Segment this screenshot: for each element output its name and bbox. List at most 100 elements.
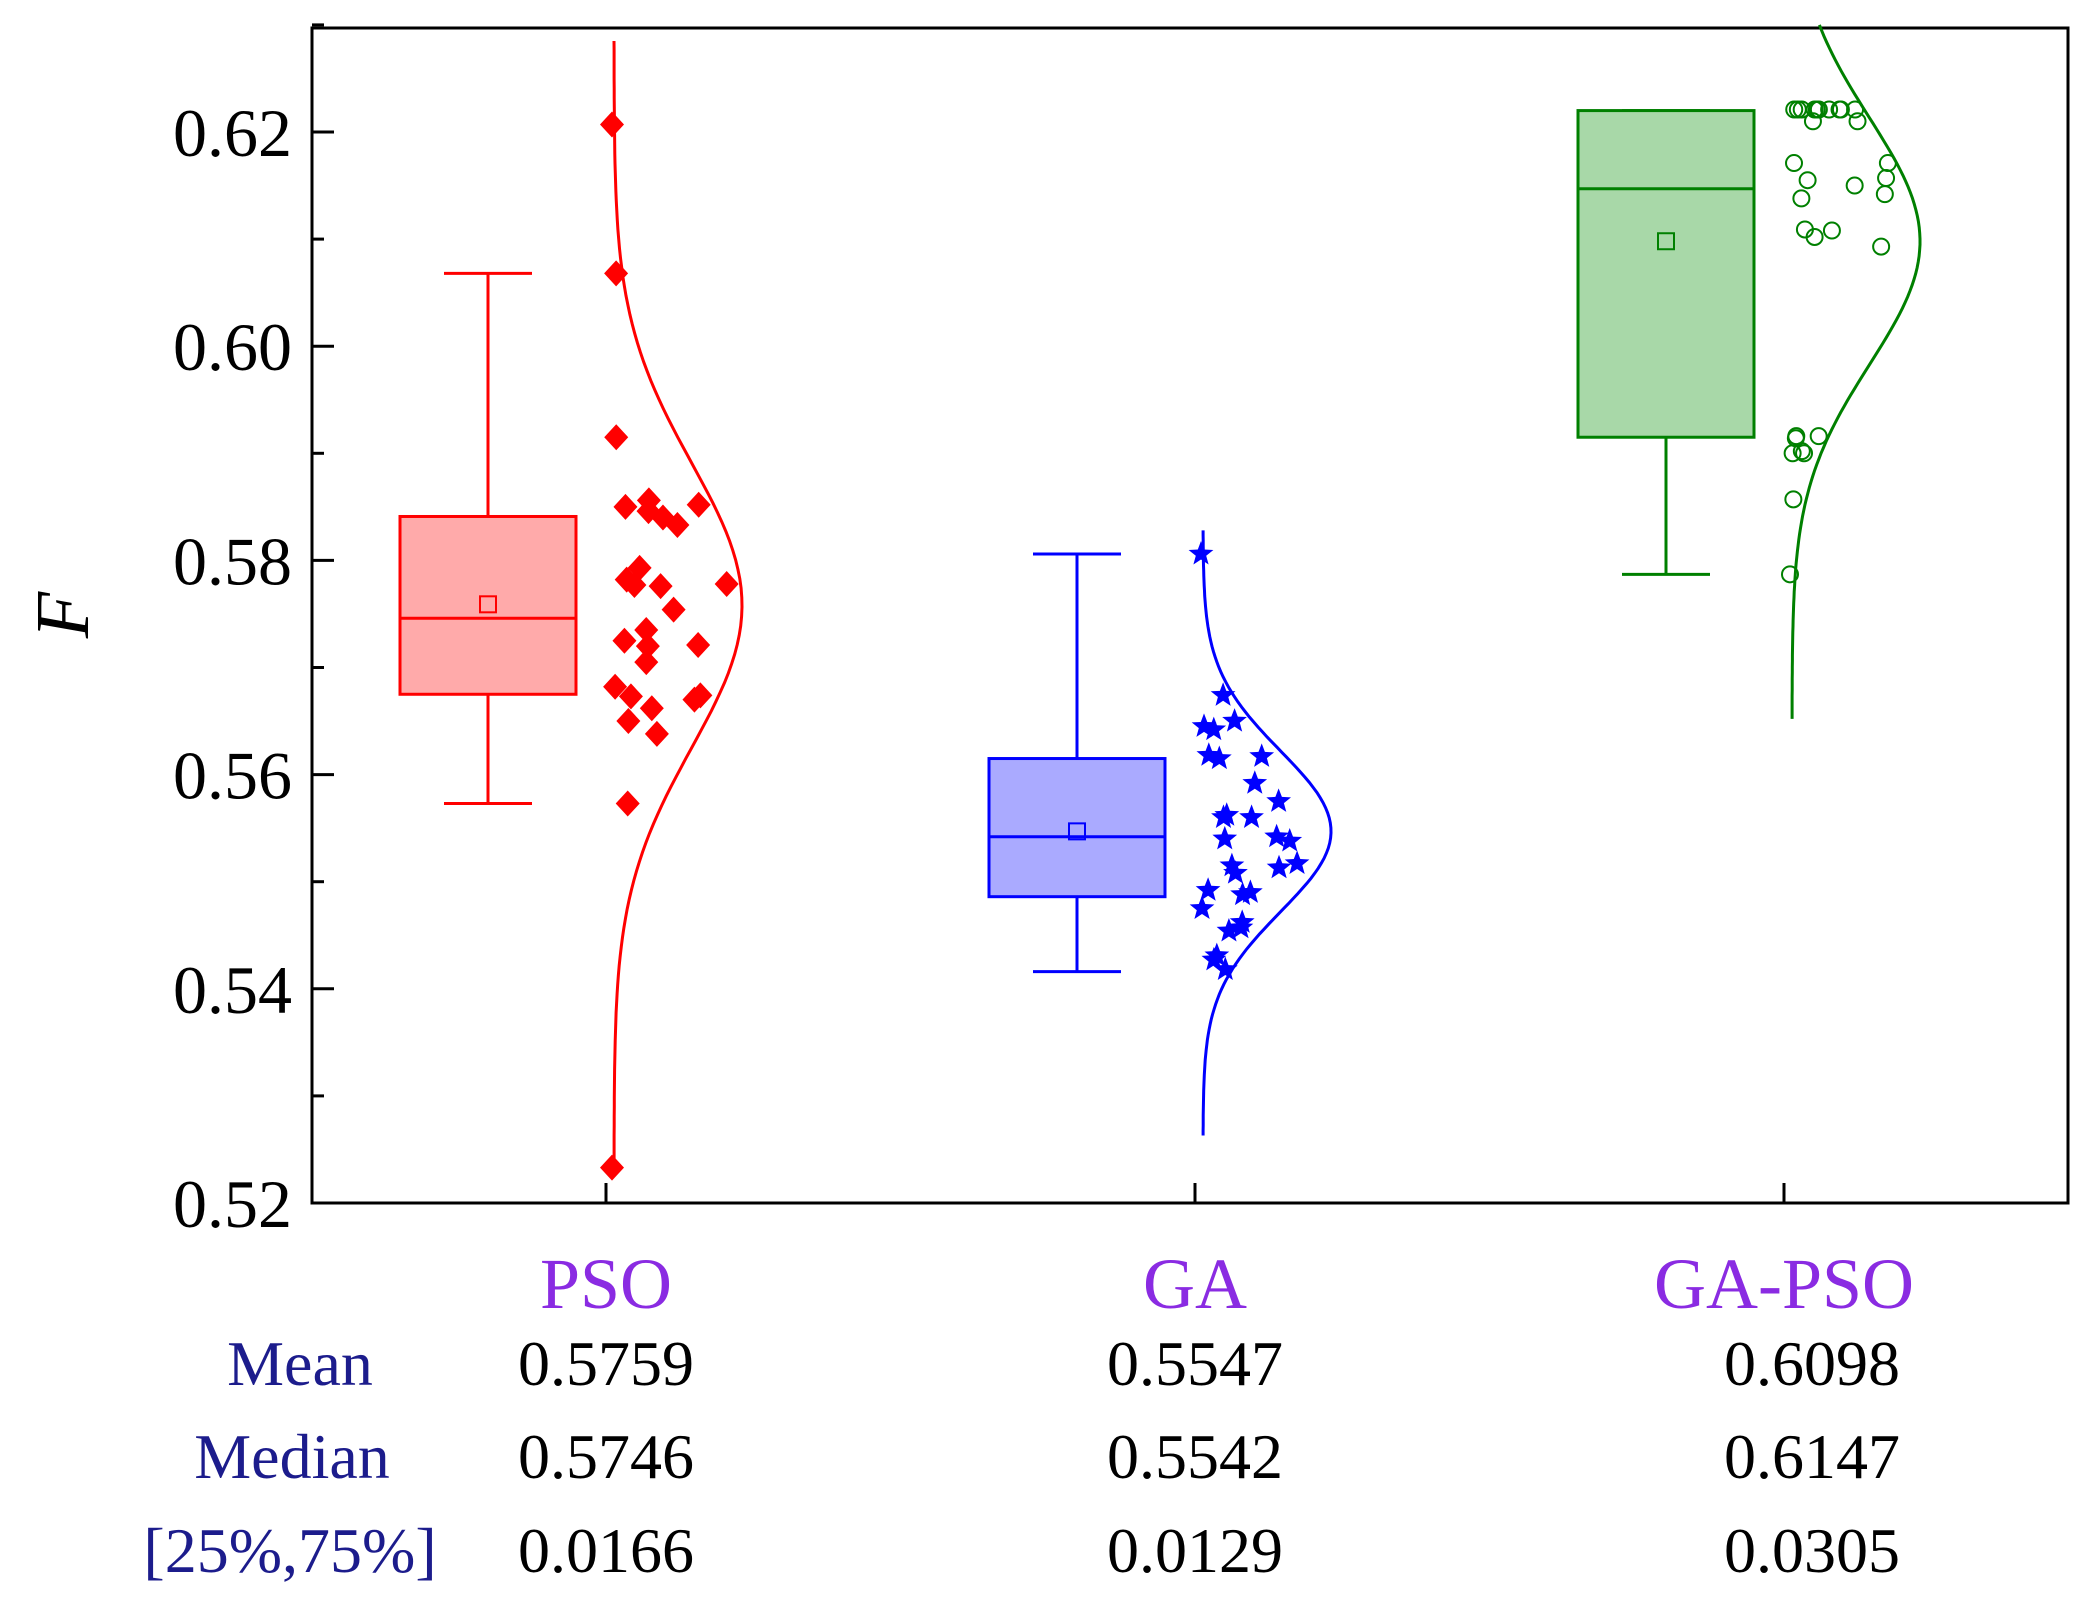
data-point: [1795, 444, 1814, 463]
data-point: [1212, 956, 1238, 980]
data-point: [686, 632, 711, 659]
data-point: [612, 627, 637, 654]
data-point: [1201, 946, 1227, 971]
y-tick-label: 0.60: [173, 309, 292, 385]
data-point: [603, 673, 628, 700]
data-point: [600, 111, 624, 138]
data-point: [604, 424, 629, 451]
y-tick-label: 0.58: [173, 523, 292, 599]
data-point: [648, 573, 673, 600]
mean-marker: [1657, 232, 1675, 251]
data-point: [1798, 171, 1817, 190]
category-label: PSO: [540, 1244, 672, 1324]
stat-value-ga-pso: 0.6147: [1724, 1421, 1900, 1492]
data-point: [1820, 100, 1839, 119]
data-point: [1195, 877, 1221, 901]
data-point: [634, 649, 659, 676]
data-point: [1212, 825, 1238, 850]
plot-frame: [310, 26, 2070, 1205]
iqr-box: [398, 514, 578, 696]
mean-marker: [479, 595, 497, 614]
data-point: [644, 720, 669, 747]
data-point: [1264, 823, 1289, 848]
data-point: [1284, 850, 1310, 874]
plot-border: [310, 26, 2070, 1205]
data-point: [1822, 221, 1841, 240]
data-point: [1222, 708, 1247, 732]
data-point: [1848, 112, 1867, 131]
data-point: [616, 708, 641, 735]
y-tick-label: 0.56: [173, 738, 292, 814]
stat-value-ga: 0.0129: [1107, 1515, 1283, 1586]
data-point: [635, 633, 660, 660]
data-point: [1266, 788, 1291, 812]
data-point: [618, 683, 643, 710]
data-point: [604, 260, 629, 287]
data-point: [1872, 237, 1891, 256]
data-point: [1191, 713, 1217, 737]
iqr-box: [987, 757, 1167, 899]
stat-value-ga: 0.5542: [1107, 1421, 1283, 1492]
y-tick-label: 0.54: [173, 952, 292, 1028]
series-ga: [987, 530, 1333, 1136]
data-point: [1211, 804, 1236, 828]
data-point: [1877, 169, 1896, 188]
data-point: [634, 617, 659, 644]
data-point: [615, 790, 640, 817]
data-point: [1788, 100, 1807, 119]
y-axis: 0.52 0.54 0.56 0.58 0.60 0.62 F: [21, 23, 334, 1242]
data-point: [1189, 895, 1215, 919]
data-point: [714, 570, 739, 597]
data-point: [665, 512, 690, 539]
stat-row-label: [25%,75%]: [143, 1515, 436, 1586]
data-point: [1846, 100, 1865, 119]
data-point: [1228, 914, 1254, 939]
data-point: [639, 695, 664, 722]
data-point: [613, 493, 638, 520]
stat-value-pso: 0.5746: [518, 1421, 694, 1492]
stat-value-pso: 0.0166: [518, 1515, 694, 1586]
data-point: [1803, 112, 1822, 131]
series-pso: [398, 40, 744, 1181]
data-point: [1784, 490, 1803, 509]
data-point: [1805, 227, 1824, 246]
data-point: [1223, 860, 1248, 884]
data-point: [1783, 444, 1802, 463]
data-point: [1216, 918, 1242, 942]
iqr-box: [1576, 109, 1756, 439]
stat-value-ga-pso: 0.0305: [1724, 1515, 1900, 1586]
data-point: [1266, 854, 1292, 879]
category-label: GA-PSO: [1654, 1244, 1914, 1324]
data-point: [1785, 154, 1804, 173]
data-point: [1188, 541, 1214, 565]
data-point: [1201, 716, 1227, 741]
y-tick-label: 0.52: [173, 1166, 292, 1242]
mean-marker: [1068, 822, 1086, 841]
data-point: [661, 596, 686, 623]
data-point: [1249, 743, 1275, 767]
data-point: [1781, 565, 1799, 584]
data-point: [1845, 176, 1864, 195]
data-point: [1239, 804, 1264, 828]
data-point: [1792, 189, 1811, 208]
data-point: [1242, 770, 1268, 794]
data-point: [686, 491, 711, 518]
data-point: [600, 1154, 624, 1181]
stat-value-ga-pso: 0.6098: [1724, 1328, 1900, 1399]
data-point: [1875, 185, 1894, 204]
y-axis-title: F: [21, 590, 105, 639]
series-layer: [398, 24, 1922, 1181]
data-point: [1204, 942, 1230, 967]
data-point: [1792, 442, 1811, 461]
data-point: [1207, 745, 1232, 770]
category-label: GA: [1143, 1244, 1247, 1324]
data-point: [682, 686, 707, 713]
distribution-curve: [612, 40, 744, 1174]
data-point: [1277, 828, 1303, 852]
data-point: [1230, 881, 1255, 906]
stat-row-label: Mean: [227, 1328, 373, 1399]
distribution-curve: [1201, 530, 1333, 1136]
series-ga-pso: [1576, 24, 1922, 719]
data-point: [1210, 682, 1236, 706]
